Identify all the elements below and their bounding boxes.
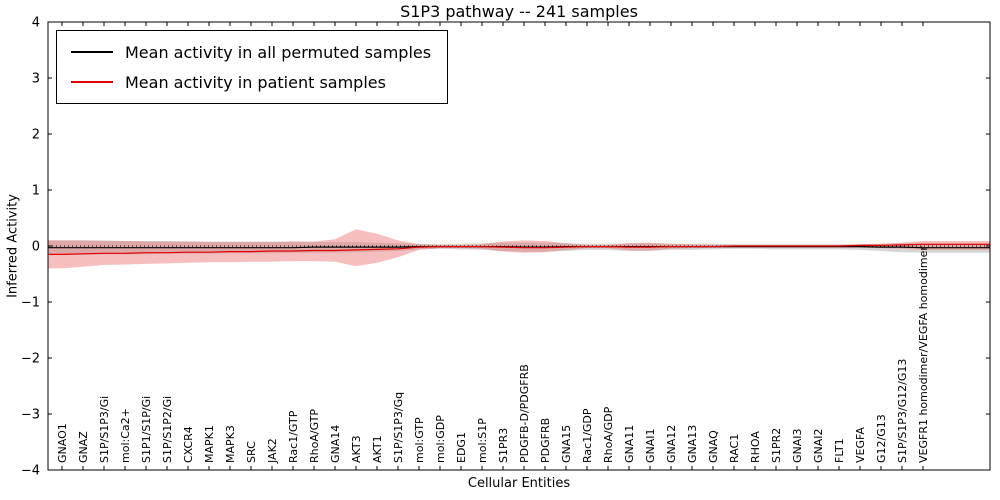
x-tick-label: GNA12 — [665, 425, 678, 463]
x-tick-label: GNA11 — [623, 425, 636, 463]
chart-title: S1P3 pathway -- 241 samples — [400, 2, 638, 21]
x-tick-label: GNAI3 — [791, 428, 804, 463]
x-tick-label: mol:GTP — [413, 417, 426, 463]
legend-item-patient: Mean activity in patient samples — [67, 67, 431, 97]
legend-label-patient: Mean activity in patient samples — [125, 72, 386, 92]
x-tick-label: mol:GDP — [434, 415, 447, 463]
legend-line-swatch-black — [71, 51, 113, 53]
x-tick-label: S1PR3 — [497, 428, 510, 463]
x-tick-label: GNAQ — [707, 430, 720, 463]
x-tick-label: CXCR4 — [182, 426, 195, 463]
x-tick-label: RHOA — [749, 431, 762, 463]
x-tick-label: FLT1 — [833, 438, 846, 463]
x-tick-label: MAPK3 — [224, 425, 237, 463]
x-tick-label: S1P/S1P3/Gq — [392, 392, 405, 463]
x-tick-label: S1P/S1P3/Gi — [98, 396, 111, 463]
x-tick-label: GNA14 — [329, 425, 342, 463]
x-tick-label: GNAI1 — [644, 428, 657, 463]
x-tick-label: GNAZ — [77, 431, 90, 463]
x-tick-label: MAPK1 — [203, 425, 216, 463]
x-tick-label: JAK2 — [266, 438, 279, 464]
y-tick-label: −4 — [21, 464, 40, 479]
x-tick-label: Rac1/GTP — [287, 410, 300, 463]
x-tick-label: Rac1/GDP — [581, 408, 594, 463]
y-tick-label: −3 — [21, 408, 40, 423]
x-tick-label: SRC — [245, 441, 258, 463]
x-tick-label: PDGFB-D/PDGFRB — [518, 364, 531, 463]
x-tick-label: RhoA/GDP — [602, 406, 615, 463]
x-tick-label: S1P1/S1P/Gi — [140, 396, 153, 463]
x-tick-label: RAC1 — [728, 434, 741, 463]
y-axis-label: Inferred Activity — [5, 194, 21, 298]
x-tick-label: GNA13 — [686, 425, 699, 463]
x-tick-label: mol:S1P — [476, 418, 489, 463]
legend-label-permuted: Mean activity in all permuted samples — [125, 42, 432, 62]
x-tick-label: VEGFR1 homodimer/VEGFA homodimer — [917, 246, 930, 463]
x-tick-label: S1PR2 — [770, 428, 783, 463]
x-tick-label: G12/G13 — [875, 414, 888, 463]
series-line-1 — [48, 243, 990, 255]
x-tick-label: AKT1 — [371, 435, 384, 463]
x-tick-label: AKT3 — [350, 435, 363, 463]
y-tick-label: 1 — [32, 184, 40, 199]
y-tick-label: 3 — [32, 72, 40, 87]
y-tick-label: 4 — [32, 16, 40, 31]
y-tick-label: −1 — [21, 296, 40, 311]
x-tick-label: GNAO1 — [56, 423, 69, 463]
x-tick-label: RhoA/GTP — [308, 409, 321, 463]
x-tick-label: GNA15 — [560, 425, 573, 463]
x-tick-label: S1P/S1P2/Gi — [161, 396, 174, 463]
x-tick-label: mol:Ca2+ — [119, 408, 132, 463]
legend: Mean activity in all permuted samples Me… — [56, 30, 449, 104]
y-tick-label: 2 — [32, 128, 40, 143]
patient-band — [48, 229, 990, 269]
x-tick-label: GNAI2 — [812, 428, 825, 463]
x-tick-label: S1P/S1P3/G12/G13 — [896, 359, 909, 463]
x-axis-label: Cellular Entities — [467, 476, 571, 491]
x-tick-label: VEGFA — [854, 427, 867, 463]
y-tick-label: 0 — [32, 240, 40, 255]
y-tick-label: −2 — [21, 352, 40, 367]
x-tick-label: EDG1 — [455, 432, 468, 463]
legend-line-swatch-red — [71, 81, 113, 83]
x-tick-label: PDGFRB — [539, 418, 552, 463]
legend-item-permuted: Mean activity in all permuted samples — [67, 37, 431, 67]
